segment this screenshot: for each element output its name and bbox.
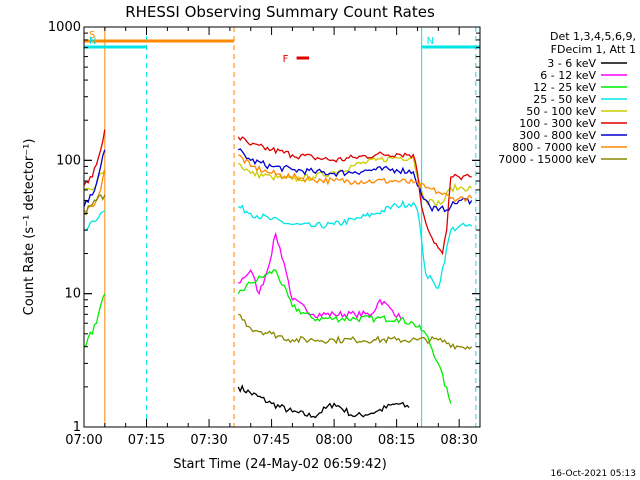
legend-label-6: 300 - 800 keV <box>519 129 596 142</box>
series-line-8 <box>83 193 473 350</box>
y-tick-label-2: 100 <box>56 153 81 168</box>
y-tick-label-1: 10 <box>64 287 81 302</box>
y-tick-label-3: 1000 <box>48 20 81 35</box>
axes: 1 10 100 1000 07:00 07:15 07:30 07:45 08:00 08:15… <box>48 20 481 448</box>
x-axis-label: Start Time (24-May-02 06:59:42) <box>173 457 387 472</box>
legend-header-line2: FDecim 1, Att 1 <box>551 43 636 56</box>
x-tick-label-2: 07:30 <box>190 433 227 448</box>
x-tick-label-4: 08:00 <box>315 433 352 448</box>
x-tick-label-0: 07:00 <box>65 433 102 448</box>
footer-date: 16-Oct-2021 05:13 <box>551 469 636 479</box>
y-tick-label-0: 1 <box>73 420 81 435</box>
legend: Det 1,3,4,5,6,9, FDecim 1, Att 1 3 - 6 k… <box>498 30 636 166</box>
x-tick-label-3: 07:45 <box>253 433 290 448</box>
legend-label-5: 100 - 300 keV <box>519 117 596 130</box>
x-tick-label-1: 07:15 <box>128 433 165 448</box>
series-line-6 <box>83 148 473 213</box>
chart-title: RHESSI Observing Summary Count Rates <box>125 3 435 21</box>
flag-label-3: F <box>283 54 289 65</box>
plot-frame <box>83 26 481 428</box>
series-line-4 <box>83 156 473 208</box>
y-axis-label: Count Rate (s⁻¹ detector⁻¹) <box>22 139 37 316</box>
x-tick-label-5: 08:15 <box>378 433 415 448</box>
plot-area: SN NF <box>83 27 480 427</box>
series-line-1 <box>238 231 402 320</box>
legend-header-line1: Det 1,3,4,5,6,9, <box>550 30 636 43</box>
legend-label-0: 3 - 6 keV <box>547 57 596 70</box>
legend-label-1: 6 - 12 keV <box>540 69 596 82</box>
series-line-0 <box>237 384 410 419</box>
legend-label-4: 50 - 100 keV <box>526 105 596 118</box>
legend-label-8: 7000 - 15000 keV <box>498 153 596 166</box>
x-tick-label-6: 08:30 <box>440 433 477 448</box>
flag-label-2: N <box>427 36 434 47</box>
series-line-2 <box>83 268 452 404</box>
flag-label-1: N <box>89 36 96 47</box>
legend-label-3: 25 - 50 keV <box>533 93 596 106</box>
legend-label-7: 800 - 7000 keV <box>512 141 596 154</box>
series-line-3 <box>83 199 473 289</box>
legend-label-2: 12 - 25 keV <box>533 81 596 94</box>
flag-label-0: S <box>89 30 95 41</box>
series-line-5 <box>83 129 472 256</box>
